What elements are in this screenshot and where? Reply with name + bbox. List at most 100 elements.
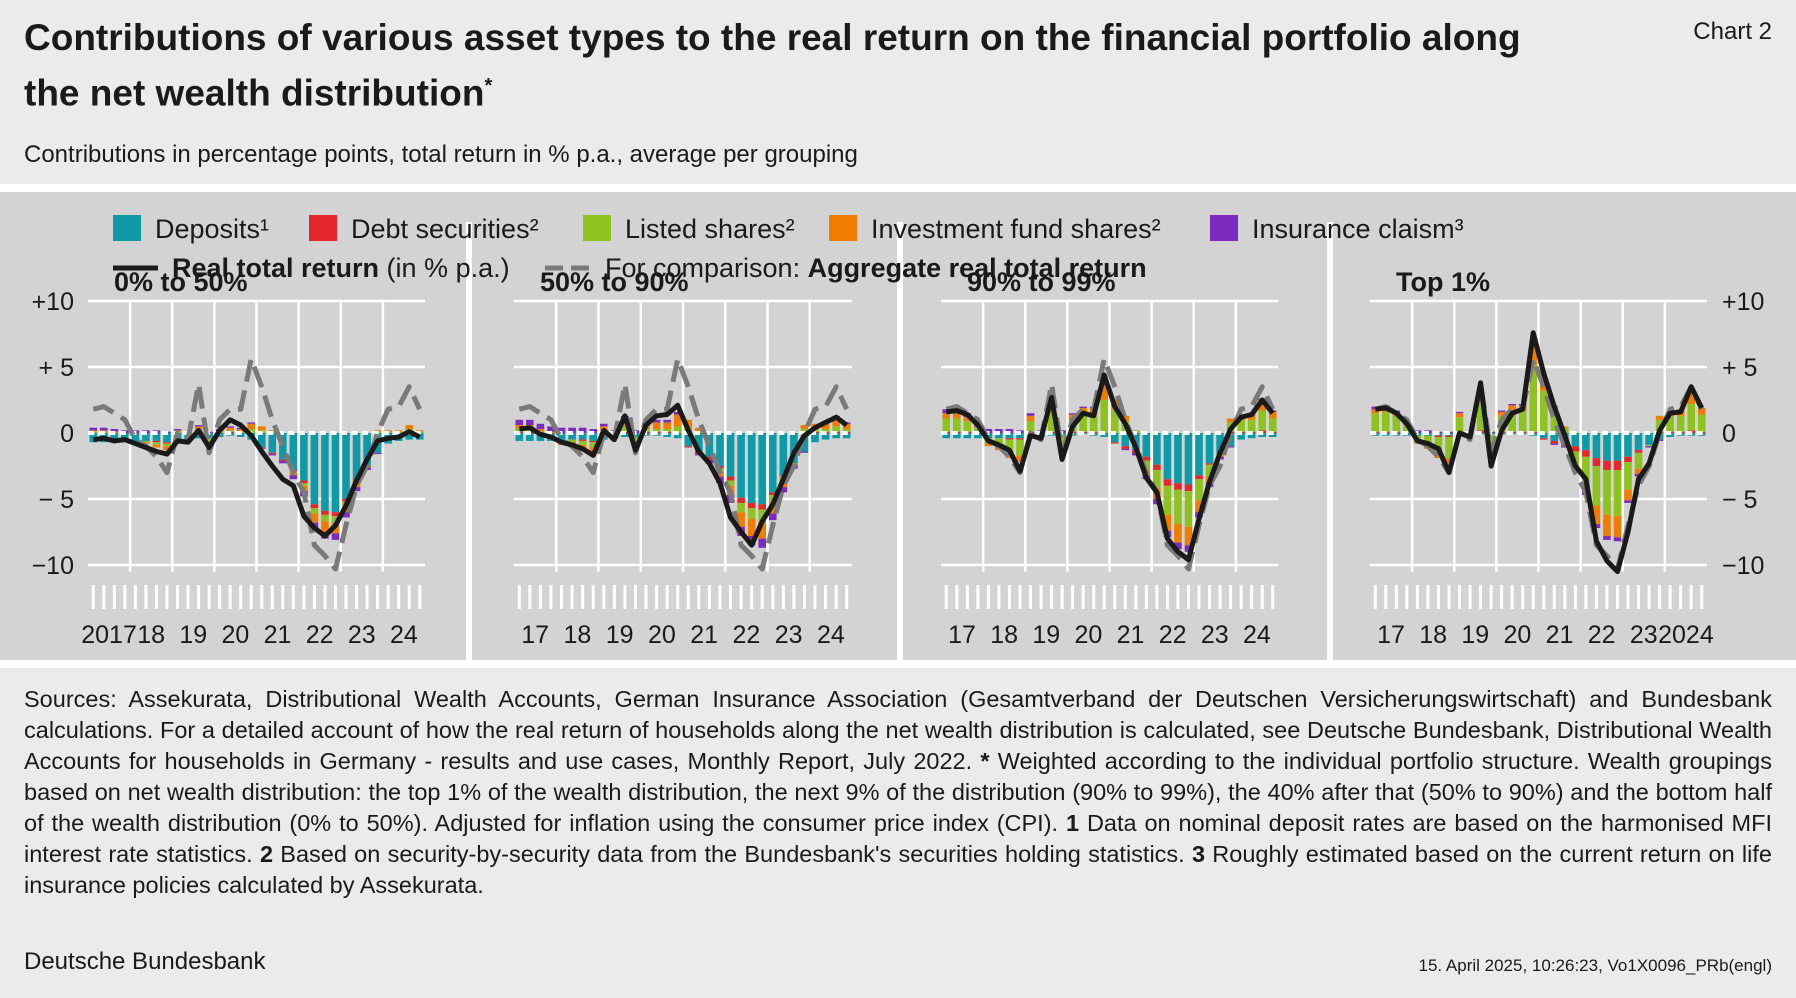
bar-segment — [152, 442, 161, 445]
bar-segment — [821, 423, 830, 430]
bar-segment — [1163, 479, 1172, 486]
bar-segment — [1247, 433, 1256, 439]
bar-segment — [995, 433, 1003, 439]
bar-segment — [747, 502, 756, 509]
bar-segment — [1403, 425, 1411, 433]
bar-segment — [1184, 526, 1193, 546]
bar-segment — [779, 433, 788, 476]
bar-segment — [768, 513, 777, 521]
bar-segment — [1142, 460, 1151, 470]
bar-segment — [1110, 409, 1119, 433]
y-tick-label-right: + 5 — [1722, 354, 1757, 382]
bar-segment — [1613, 516, 1622, 538]
panel-4: Top 1% 17 18 19 20 21 22 23 2024 — [1370, 267, 1714, 649]
bar-segment — [163, 433, 171, 443]
bar-segment — [1603, 433, 1611, 461]
x-tick-label: 19 — [1461, 621, 1489, 649]
bar-segment — [373, 452, 382, 455]
bar-segment — [1634, 452, 1643, 469]
bar-segment — [1539, 390, 1548, 433]
legend-label: Deposits¹ — [155, 214, 269, 244]
bar-segment — [1624, 462, 1632, 490]
bar-segment — [758, 433, 767, 505]
bar-segment — [1205, 464, 1214, 477]
bar-segment — [578, 439, 587, 441]
bar-segment — [536, 429, 545, 432]
bar-segment — [1666, 415, 1674, 432]
bar-segment — [1529, 344, 1538, 366]
bar-segment — [984, 433, 993, 439]
bar-segment — [268, 433, 277, 453]
real-return-line — [945, 372, 1275, 563]
bar-segment — [1624, 433, 1632, 457]
bar-segment — [568, 433, 576, 440]
bar-segment — [557, 427, 566, 433]
x-tick-label: 18 — [137, 621, 165, 649]
bar-segment — [557, 433, 566, 441]
chart-subtitle: Contributions in percentage points, tota… — [24, 141, 858, 168]
bar-segment — [352, 487, 361, 492]
bar-segment — [89, 427, 98, 431]
bar-segment — [331, 512, 340, 517]
bar-segment — [1550, 433, 1559, 441]
bar-segment — [842, 433, 851, 439]
bar-segment — [1121, 433, 1130, 447]
bar-segment — [405, 433, 413, 440]
bar-segment — [289, 433, 298, 470]
bar-segment — [268, 452, 277, 455]
bar-segment — [942, 418, 951, 432]
bar-segment — [716, 433, 724, 466]
bar-segment — [568, 427, 576, 433]
bar-segment — [1110, 442, 1119, 444]
bar-segment — [1079, 406, 1087, 408]
x-tick-label: 24 — [1243, 621, 1271, 649]
bar-segment — [974, 433, 982, 439]
bar-segment — [110, 433, 119, 443]
bar-segment — [310, 433, 319, 505]
y-tick-label-right: +10 — [1722, 288, 1764, 316]
bar-segment — [1163, 514, 1172, 531]
bar-segment — [1205, 463, 1214, 465]
bar-segment — [984, 443, 993, 447]
legend-swatch — [309, 215, 337, 241]
bar-segment — [152, 440, 161, 443]
bar-segment — [268, 454, 277, 456]
bar-segment — [1687, 403, 1695, 431]
bar-segment — [1026, 415, 1035, 422]
x-tick-label: 22 — [1159, 621, 1187, 649]
bar-segment — [526, 433, 534, 441]
publisher-name: Deutsche Bundesbank — [24, 948, 266, 975]
panel-label: Top 1% — [1396, 267, 1490, 297]
bar-segment — [194, 426, 203, 430]
bar-segment — [779, 487, 788, 493]
bar-segment — [363, 433, 371, 466]
x-tick-label: 18 — [990, 621, 1018, 649]
chart-svg: Deposits¹ Debt securities² Listed shares² I… — [32, 214, 1764, 660]
panel-2: 50% to 90% 17 18 19 20 21 22 23 24 — [514, 267, 852, 649]
bar-segment — [832, 433, 840, 439]
bar-segment — [942, 413, 951, 419]
x-tick-label: 23 — [348, 621, 376, 649]
bar-segment — [1603, 535, 1611, 540]
bar-segment — [1603, 469, 1611, 515]
bar-segment — [1539, 438, 1548, 440]
bar-segment — [1089, 415, 1098, 432]
bar-segment — [321, 510, 329, 515]
bar-segment — [257, 426, 266, 431]
bar-segment — [953, 418, 961, 432]
bar-segment — [1571, 446, 1580, 452]
bar-segment — [1174, 542, 1182, 550]
bar-segment — [1184, 484, 1193, 492]
bar-segment — [1592, 433, 1601, 459]
legend-swatch — [829, 215, 857, 241]
bar-segment — [226, 427, 234, 431]
bar-segment — [663, 429, 671, 432]
legend-label: Debt securities² — [351, 214, 539, 244]
bar-segment — [257, 433, 266, 448]
bar-segment — [1592, 505, 1601, 525]
legend-swatch — [113, 215, 141, 241]
bar-segment — [695, 427, 703, 432]
bar-segment — [515, 429, 524, 432]
panel-label: 0% to 50% — [114, 267, 248, 297]
bar-segment — [832, 426, 840, 432]
